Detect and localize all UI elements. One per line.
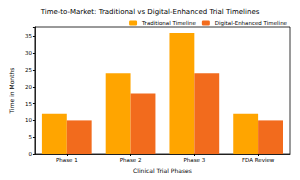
svg-text:Digital-Enhanced Timeline: Digital-Enhanced Timeline: [215, 20, 288, 27]
svg-text:Time-to-Market: Traditional vs: Time-to-Market: Traditional vs Digital-E…: [40, 8, 260, 16]
svg-text:30: 30: [25, 50, 32, 56]
svg-text:20: 20: [25, 84, 32, 90]
svg-text:35: 35: [25, 33, 32, 39]
svg-text:Phase 2: Phase 2: [120, 157, 142, 163]
svg-text:5: 5: [28, 134, 32, 140]
svg-text:15: 15: [25, 101, 32, 107]
svg-text:10: 10: [25, 117, 32, 123]
svg-text:Phase 1: Phase 1: [56, 157, 78, 163]
svg-text:FDA Review: FDA Review: [242, 157, 275, 163]
svg-text:Clinical Trial Phases: Clinical Trial Phases: [133, 167, 192, 174]
svg-text:25: 25: [25, 67, 32, 73]
svg-text:Time in Months: Time in Months: [8, 68, 15, 115]
svg-text:Phase 3: Phase 3: [184, 157, 206, 163]
svg-text:0: 0: [28, 151, 32, 157]
svg-text:Traditional Timeline: Traditional Timeline: [141, 20, 196, 26]
